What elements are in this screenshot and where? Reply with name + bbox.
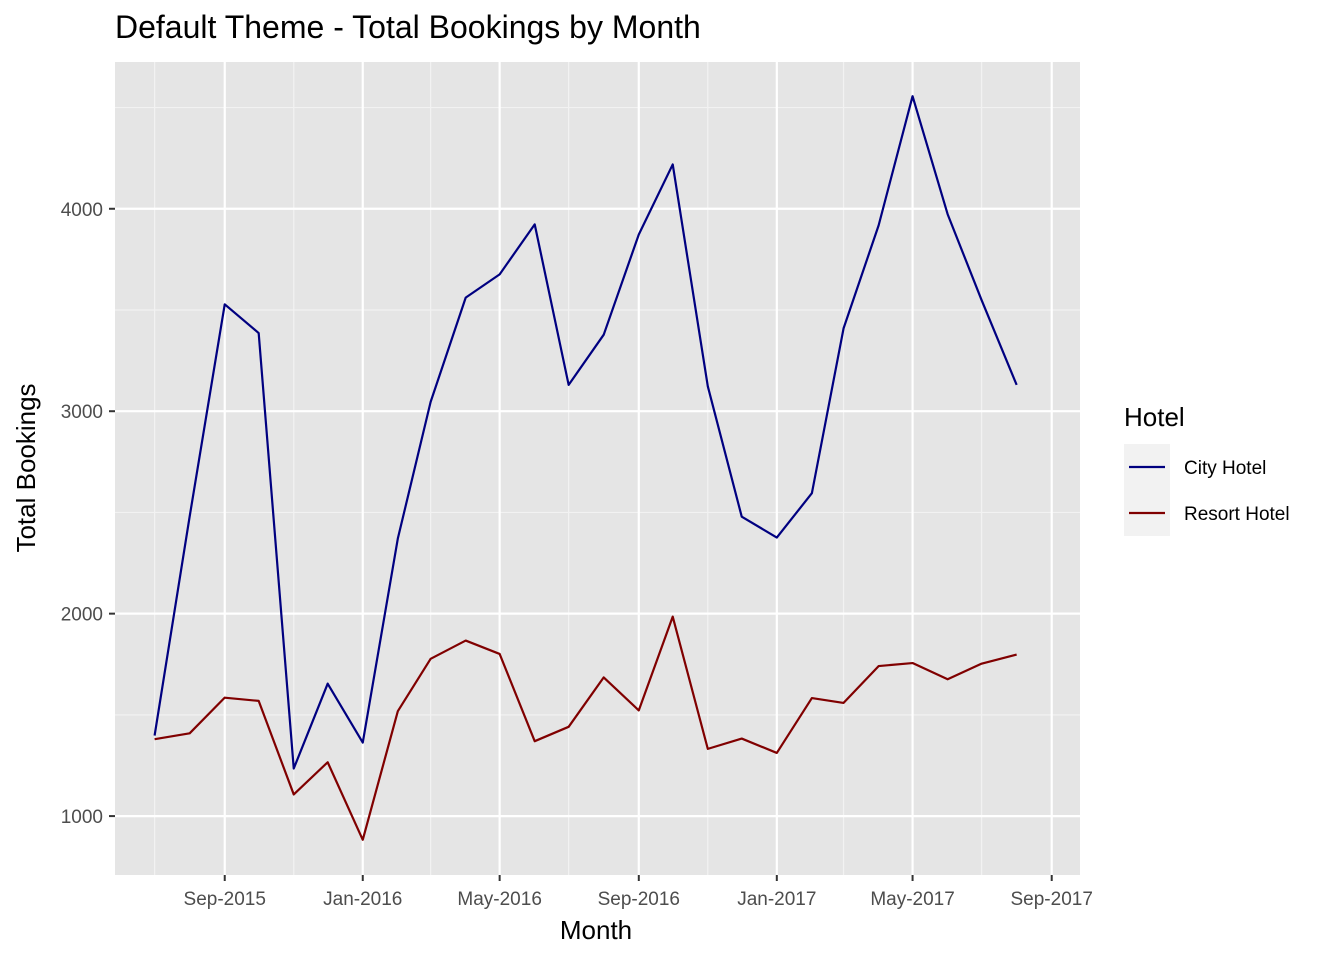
- x-axis-title: Month: [560, 915, 632, 945]
- legend-label: Resort Hotel: [1184, 504, 1290, 525]
- y-axis-ticks: 1000 2000 3000 4000: [61, 200, 115, 828]
- x-axis-ticks: Sep-2015 Jan-2016 May-2016 Sep-2016 Jan-2017…: [184, 875, 1093, 910]
- chart-title: Default Theme - Total Bookings by Month: [115, 9, 701, 45]
- x-tick-label: Jan-2017: [737, 889, 816, 910]
- series-line-city-hotel: [153, 95, 1018, 770]
- legend-label: City Hotel: [1184, 458, 1266, 479]
- minor-gridlines-x: [153, 62, 983, 875]
- legend-title: Hotel: [1124, 402, 1185, 432]
- minor-gridlines-y: [115, 106, 1080, 716]
- major-gridlines-y: [115, 207, 1080, 818]
- legend: Hotel City Hotel Resort Hotel: [1124, 402, 1290, 536]
- x-tick-label: May-2017: [870, 889, 955, 910]
- x-tick-label: Sep-2015: [184, 889, 266, 910]
- series-line-resort-hotel: [154, 615, 1017, 841]
- x-tick-label: Sep-2017: [1011, 889, 1093, 910]
- series-lines: [153, 95, 1018, 841]
- y-tick-label: 4000: [61, 200, 103, 221]
- x-tick-label: Jan-2016: [323, 889, 402, 910]
- legend-item-resort-hotel: Resort Hotel: [1124, 490, 1290, 536]
- plot-panel: [115, 62, 1080, 875]
- x-tick-label: Sep-2016: [598, 889, 680, 910]
- y-tick-label: 1000: [61, 807, 103, 828]
- y-tick-label: 2000: [61, 605, 103, 626]
- y-axis-title: Total Bookings: [11, 383, 41, 552]
- legend-item-city-hotel: City Hotel: [1124, 444, 1266, 490]
- x-tick-label: May-2016: [457, 889, 542, 910]
- y-tick-label: 3000: [61, 402, 103, 423]
